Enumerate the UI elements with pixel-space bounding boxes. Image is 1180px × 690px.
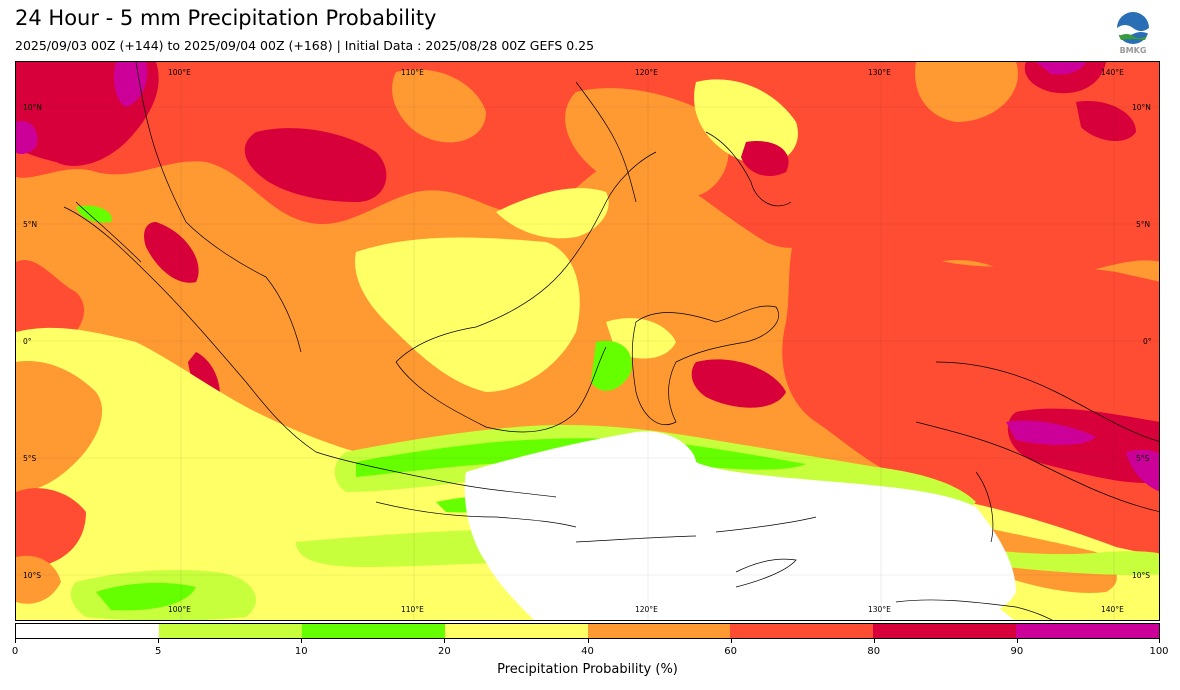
lon-label: 110°E [401,605,424,614]
lat-label: 10°N [23,103,42,112]
colorbar-tick [587,639,589,643]
lon-label: 130°E [868,68,891,77]
colorbar-segment [444,624,588,638]
colorbar-tick-label: 90 [1010,646,1024,657]
svg-text:BMKG: BMKG [1120,46,1147,55]
lon-label: 140°E [1101,605,1124,614]
lon-label: 140°E [1101,68,1124,77]
colorbar-tick [444,639,446,643]
coastlines [63,62,1159,620]
colorbar-tick [730,639,732,643]
lon-label: 100°E [168,68,191,77]
colorbar-tick [158,639,160,643]
lon-label: 120°E [635,605,658,614]
lat-label: 10°S [1132,571,1151,580]
lat-label: 5°N [1136,220,1151,229]
lat-label: 5°N [23,220,38,229]
colorbar-tick-label: 40 [581,646,594,657]
colorbar-tick-label: 10 [294,646,308,657]
lon-label: 110°E [401,68,424,77]
colorbar-tick-label: 0 [11,646,19,657]
lat-label: 0° [1143,337,1152,346]
lat-label: 0° [23,337,32,346]
colorbar-tick [873,639,875,643]
lon-label: 100°E [168,605,191,614]
precipitation-map: 100°E 110°E 120°E 130°E 140°E 100°E 110°… [15,61,1160,621]
colorbar [15,623,1160,639]
colorbar-tick-label: 80 [867,646,881,657]
lat-label: 10°S [23,571,42,580]
colorbar-tick-label: 5 [154,646,162,657]
colorbar-segment [158,624,302,638]
colorbar-tick [15,639,16,643]
colorbar-segment [873,624,1017,638]
colorbar-label: Precipitation Probability (%) [497,662,678,677]
bmkg-logo: BMKG [1117,12,1149,55]
colorbar-segment [16,624,159,638]
colorbar-segment [1016,624,1159,638]
colorbar-tick-label: 60 [724,646,737,657]
map-subtitle: 2025/09/03 00Z (+144) to 2025/09/04 00Z … [15,38,595,53]
colorbar-tick-label: 100 [1149,646,1169,657]
lat-label: 5°S [1136,454,1150,463]
colorbar-tick [301,639,303,643]
lat-label: 10°N [1132,103,1151,112]
colorbar-segment [301,624,445,638]
probability-field [16,62,1159,620]
colorbar-segment [587,624,731,638]
colorbar-tick-label: 20 [438,646,451,657]
lat-label: 5°S [23,454,37,463]
lon-label: 120°E [635,68,658,77]
colorbar-tick [1016,639,1018,643]
colorbar-segment [730,624,874,638]
colorbar-tick [1159,639,1160,643]
lon-label: 130°E [868,605,891,614]
map-title: 24 Hour - 5 mm Precipitation Probability [15,6,437,30]
